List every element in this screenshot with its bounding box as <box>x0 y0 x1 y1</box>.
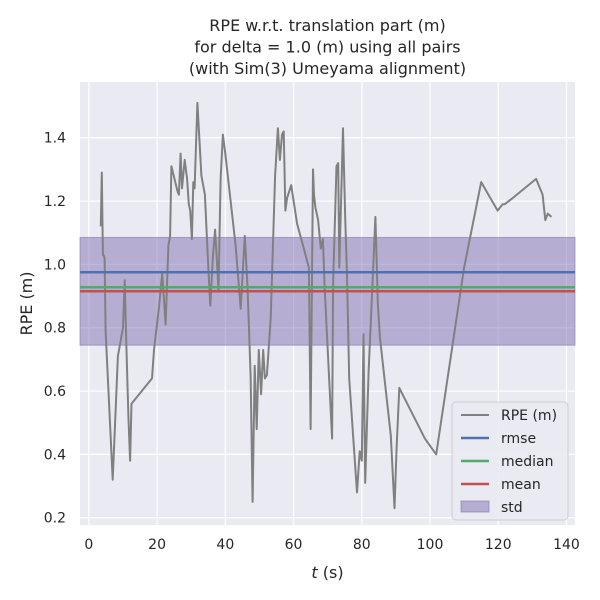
x-axis-label-unit: (s) <box>318 563 344 582</box>
title-line-3: (with Sim(3) Umeyama alignment) <box>189 59 466 78</box>
legend-label-rpe: RPE (m) <box>501 408 557 424</box>
x-axis-label: t (s) <box>311 563 343 582</box>
y-tick-label: 0.8 <box>44 321 66 337</box>
legend-label-mean: mean <box>501 477 541 493</box>
x-axis-label-variable: t <box>311 563 318 582</box>
x-tick-label: 20 <box>148 537 166 553</box>
legend-label-median: median <box>501 454 553 470</box>
title-line-2: for delta = 1.0 (m) using all pairs <box>194 38 460 57</box>
legend-label-std: std <box>501 500 523 516</box>
y-tick-label: 1.4 <box>44 131 66 147</box>
x-tick-label: 80 <box>353 537 371 553</box>
x-tick-label: 40 <box>216 537 234 553</box>
y-tick-label: 0.4 <box>44 447 66 463</box>
x-tick-label: 140 <box>553 537 580 553</box>
y-axis-label: RPE (m) <box>17 271 36 335</box>
x-tick-label: 120 <box>485 537 512 553</box>
rpe-series-line <box>99 101 553 510</box>
legend-swatch-std <box>460 500 490 513</box>
legend: RPE (m) rmse median mean std <box>451 401 569 521</box>
y-tick-label: 0.6 <box>44 384 66 400</box>
x-tick-label: 0 <box>84 537 93 553</box>
series-layer <box>80 101 575 510</box>
chart-title: RPE w.r.t. translation part (m) for delt… <box>189 16 466 78</box>
y-tick-label: 0.2 <box>44 511 66 527</box>
y-tick-label: 1.2 <box>44 194 66 210</box>
y-tick-labels: 0.2 0.4 0.6 0.8 1.0 1.2 1.4 <box>44 131 66 527</box>
x-tick-label: 100 <box>417 537 444 553</box>
x-tick-labels: 0 20 40 60 80 100 120 140 <box>84 537 579 553</box>
legend-label-rmse: rmse <box>501 431 536 447</box>
title-line-1: RPE w.r.t. translation part (m) <box>209 16 445 35</box>
legend-box <box>451 401 569 521</box>
x-tick-label: 60 <box>285 537 303 553</box>
y-tick-label: 1.0 <box>44 257 66 273</box>
